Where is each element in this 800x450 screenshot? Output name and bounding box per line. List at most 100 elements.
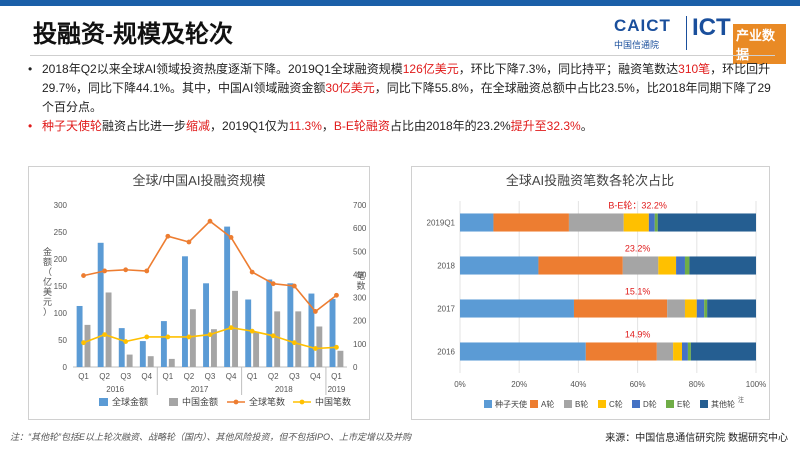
legend-label: E轮 [677,399,690,409]
round-share-panel: 全球AI投融资笔数各轮次占比 0% 20% 40% 60% 80% 100% 2019Q1 B-… [411,166,770,420]
bar-segment [684,256,690,275]
legend-swatch [99,398,108,406]
bar-segment [656,342,674,361]
bar-china-amount [126,354,133,367]
x-tick-label: 100% [746,380,766,389]
point-china-count [270,333,276,339]
bullet-1-text-4: 310笔 [678,62,711,76]
bar-segment [460,342,586,361]
y2-tick-label: 0 [353,363,358,372]
point-china-count [312,346,318,351]
bar-annotation: 15.1% [625,286,651,296]
page-title: 投融资-规模及轮次 [33,21,233,48]
bullet-2-text-5: 11.3% [288,119,322,133]
x-tick-label: Q3 [289,372,300,381]
point-china-count [81,340,86,346]
y-tick-label: 250 [54,228,68,237]
bar-china-amount [253,331,260,367]
round-share-chart: 全球AI投融资笔数各轮次占比 0% 20% 40% 60% 80% 100% 2019Q1 B-… [427,173,767,409]
bar-segment [673,342,682,361]
point-china-count [123,339,129,344]
bar-segment [568,213,624,232]
x-tick-label: Q4 [310,372,321,381]
legend-swatch [598,400,606,408]
y2-tick-label: 500 [353,247,367,256]
bar-china-amount [84,324,91,367]
chart-title: 全球/中国AI投融资规模 [133,173,266,188]
bar-segment [682,342,688,361]
bar-global-amount [287,283,294,367]
y-tick-label: 2019Q1 [427,219,456,228]
legend-marker [299,399,305,405]
x-tick-label: 40% [570,380,586,389]
bar-china-amount [168,358,175,367]
bar-segment [687,342,691,361]
summary-bullets: • 2018年Q2以来全球AI领域投资热度逐渐下降。2019Q1全球融资规模126… [28,60,778,136]
y2-tick-label: 700 [353,201,367,210]
bar-segment [658,256,677,275]
legend-label: 其他轮 [711,399,735,409]
title-divider [30,55,775,56]
bar-china-amount [189,309,196,367]
y2-tick-label: 300 [353,294,367,303]
bar-segment [538,256,623,275]
x-tick-label: Q3 [120,372,131,381]
y-tick-label: 150 [54,282,68,291]
bar-global-amount [76,305,83,367]
bar-segment [585,342,657,361]
bullet-2-text-6: ， [321,119,334,133]
point-global-count [291,283,297,289]
legend-label: 全球笔数 [249,396,285,407]
legend-label: 全球金额 [112,396,148,407]
y-tick-label: 2017 [437,305,455,314]
bar-segment [493,213,569,232]
bar-segment [573,299,668,318]
legend-footnote-mark: 注 [738,396,744,404]
bar-global-amount [266,279,273,367]
point-china-count [207,332,213,337]
bar-global-amount [203,283,209,367]
bar-global-amount [97,242,104,367]
bar-segment [704,299,708,318]
bullet-1-text-3: ，环比下降7.3%，同比持平；融资笔数达 [458,62,679,76]
bar-china-amount [295,311,302,367]
bullet-1-text-7: ，同比下降55.8%，在全球融资总额中占比23.5%，比2018年同期下降了29… [42,81,771,114]
bar-global-amount [182,256,188,367]
bullet-2-text-1: 种子天使轮 [42,119,103,133]
bar-segment [648,213,655,232]
bullet-2-text-10: 。 [580,119,593,133]
bar-segment [622,256,659,275]
bar-china-amount [105,292,112,367]
x-group-label: 2018 [275,385,293,394]
bullet-2-text-8: 占比由2018年的23.2% [389,119,511,133]
point-china-count [228,325,234,331]
point-global-count [334,292,339,298]
point-global-count [102,268,108,274]
legend-label: D轮 [643,399,657,409]
logo-caict-cn: 中国信通院 [614,40,660,50]
bar-annotation: B-E轮：32.2% [608,199,667,210]
bar-segment [690,342,756,361]
x-tick-label: Q2 [99,372,110,381]
x-tick-label: 60% [630,380,646,389]
bar-segment [689,256,756,275]
y-axis-label: 金额（亿美元） [43,246,52,317]
source-note: 来源：中国信息通信研究院 数据研究中心 [605,433,788,444]
bar-segment [460,256,539,275]
legend-label: 中国笔数 [315,396,351,407]
y-tick-label: 100 [54,309,68,318]
y2-tick-label: 200 [353,317,367,326]
bullet-2-text-3: 缩减 [186,119,211,133]
bar-segment [460,213,494,232]
bullet-2-text-7: B-E轮融资 [333,119,390,133]
x-tick-label: Q1 [163,372,174,381]
y2-axis-label: 笔数 [356,270,365,291]
bar-segment [676,256,685,275]
bullet-1-text-2: 126亿美元 [402,62,459,76]
point-global-count [144,268,150,274]
bar-segment [623,213,649,232]
y-tick-label: 200 [54,255,68,264]
bullet-1-text-5: ，环比回升29.7%，同比下降44.1%。其中，中国AI领域融资金额 [42,62,771,95]
legend-label: 中国金额 [182,396,218,407]
bar-segment [684,299,697,318]
